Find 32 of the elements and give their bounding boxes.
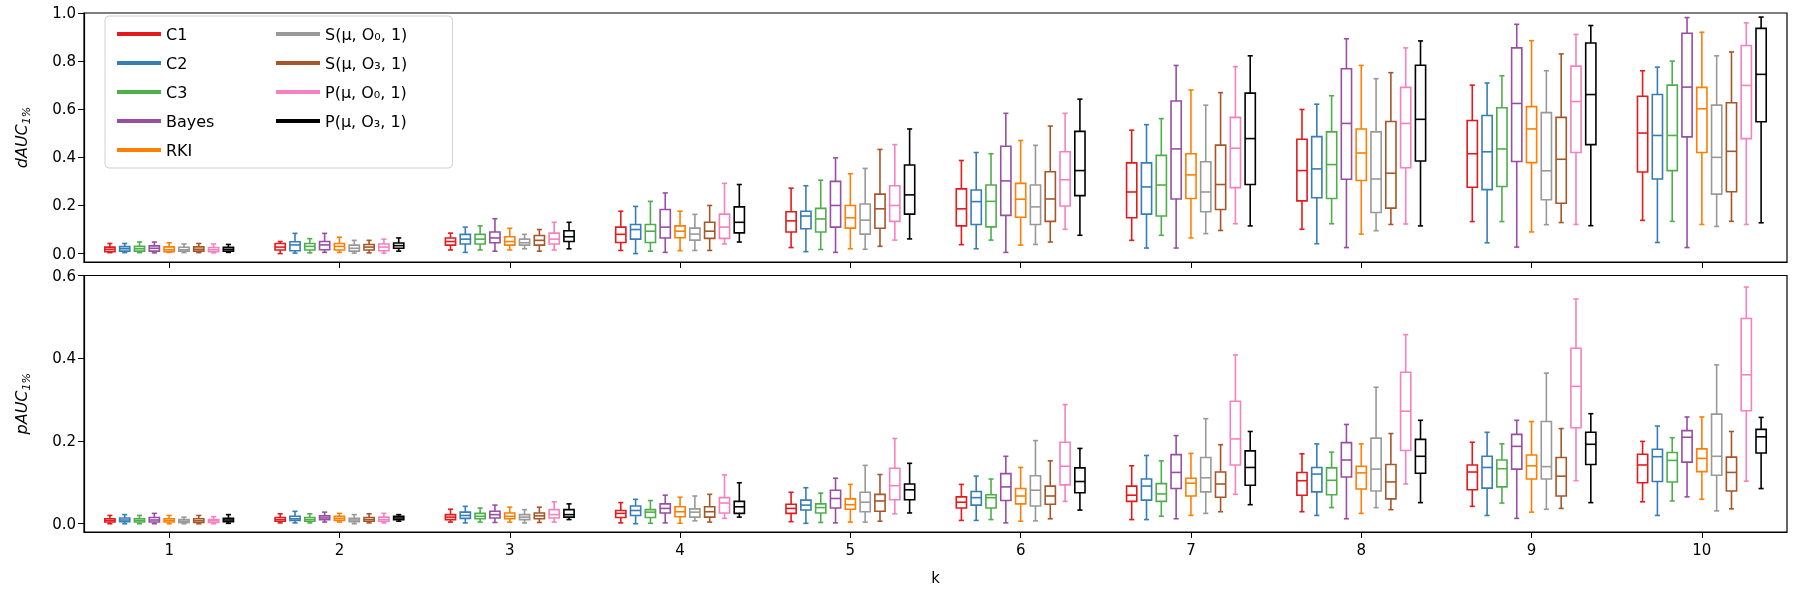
x-tick-label: 5 [845,540,856,559]
y-tick-label: 1.0 [52,4,76,22]
x-axis-title: k [931,568,941,587]
x-tick-label: 7 [1186,540,1196,559]
x-tick-label: 4 [675,540,685,559]
x-tick-label: 6 [1015,540,1026,559]
y-tick-label: 0.0 [52,244,76,263]
legend-label: C2 [166,53,188,73]
y-tick-label: 0.6 [52,266,76,285]
legend-label: S(μ, O₀, 1) [325,24,408,44]
y-axis-title: dAUC1% [12,106,33,169]
y-tick-label: 0.8 [52,52,76,71]
x-tick-label: 8 [1356,540,1367,559]
x-tick-label: 3 [504,540,515,559]
y-tick-label: 0.6 [52,100,76,119]
x-tick-label: 2 [334,540,345,559]
x-tick-label: 10 [1692,540,1712,559]
y-tick-label: 0.0 [52,514,76,533]
y-axis-title: pAUC1% [12,373,33,436]
legend-label: P(μ, O₃, 1) [325,111,407,131]
y-tick-label: 0.4 [52,349,76,368]
legend-label: P(μ, O₀, 1) [325,82,407,102]
legend-label: C1 [166,24,188,44]
legend-label: RKI [166,140,193,160]
legend-label: Bayes [166,111,215,131]
y-tick-label: 0.2 [52,196,76,215]
x-tick-label: 9 [1526,540,1537,559]
x-tick-label: 1 [164,540,174,559]
y-tick-label: 0.2 [52,431,76,450]
legend-label: C3 [166,82,188,102]
legend-label: S(μ, O₃, 1) [325,53,408,73]
y-tick-label: 0.4 [52,148,76,167]
